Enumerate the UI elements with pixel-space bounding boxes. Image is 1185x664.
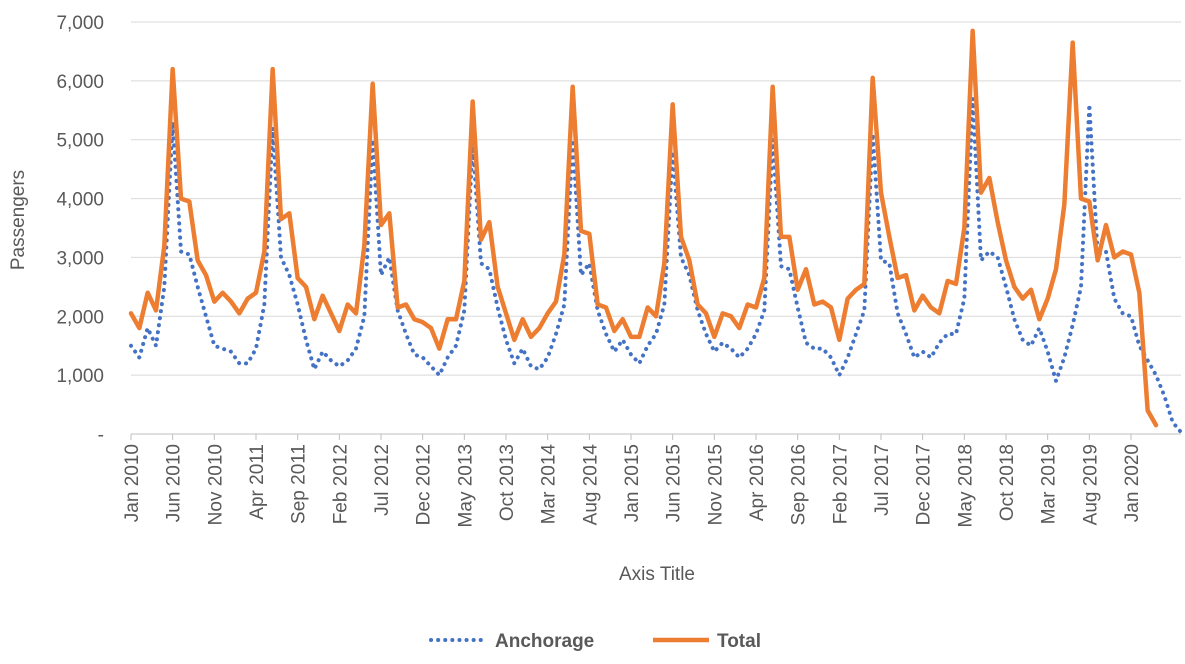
legend-label-total: Total	[717, 631, 761, 652]
x-tick-label: Jun 2015	[664, 444, 685, 522]
legend-label-anchorage: Anchorage	[495, 631, 594, 652]
legend: Anchorage Total	[429, 631, 761, 652]
x-tick-label: Feb 2012	[330, 444, 351, 524]
x-tick-label: May 2018	[955, 444, 976, 527]
y-tick-label: 2,000	[56, 307, 104, 328]
x-tick-label: Feb 2017	[830, 444, 851, 524]
x-tick-label: Nov 2015	[705, 444, 726, 525]
x-tick-label: Apr 2016	[747, 444, 768, 521]
series-line-anchorage	[129, 96, 1183, 435]
x-tick-label: Mar 2014	[539, 444, 560, 525]
x-tick-label: Dec 2012	[414, 444, 435, 525]
y-tick-label: 5,000	[56, 131, 104, 152]
x-tick-label: Nov 2010	[205, 444, 226, 525]
y-axis-title: Passengers	[8, 170, 29, 270]
x-tick-label: Jan 2010	[122, 444, 143, 522]
y-tick-label: -	[98, 425, 104, 446]
x-tick-label: Jan 2020	[1122, 444, 1143, 522]
y-axis: - 1,000 2,000 3,000 4,000 5,000 6,000 7,000	[56, 13, 104, 446]
x-tick-label: Oct 2013	[497, 444, 518, 521]
x-axis-title: Axis Title	[619, 564, 695, 585]
x-tick-label: Jul 2017	[872, 444, 893, 516]
x-axis: Jan 2010 Jun 2010 Nov 2010 Apr 2011 Sep 2011…	[122, 433, 1181, 527]
x-tick-label: Jun 2010	[164, 444, 185, 522]
x-tick-label: Oct 2018	[997, 444, 1018, 521]
series-group	[128, 28, 1183, 435]
x-tick-label: Jul 2012	[372, 444, 393, 516]
y-tick-label: 4,000	[56, 190, 104, 211]
series-line-total	[128, 28, 1159, 428]
x-tick-label: Sep 2016	[789, 444, 810, 525]
x-tick-label: May 2013	[455, 444, 476, 527]
x-tick-label: Apr 2011	[247, 444, 268, 520]
x-tick-label: Mar 2019	[1039, 444, 1060, 524]
gridlines	[131, 21, 1181, 376]
x-tick-label: Dec 2017	[914, 444, 935, 525]
x-tick-label: Jan 2015	[622, 444, 643, 522]
y-tick-label: 6,000	[56, 72, 104, 93]
x-tick-label: Aug 2019	[1080, 444, 1101, 525]
y-tick-label: 1,000	[56, 366, 104, 387]
y-tick-label: 7,000	[56, 13, 104, 34]
y-tick-label: 3,000	[56, 248, 104, 269]
x-tick-label: Sep 2011	[289, 444, 310, 524]
x-tick-label: Aug 2014	[580, 444, 601, 526]
